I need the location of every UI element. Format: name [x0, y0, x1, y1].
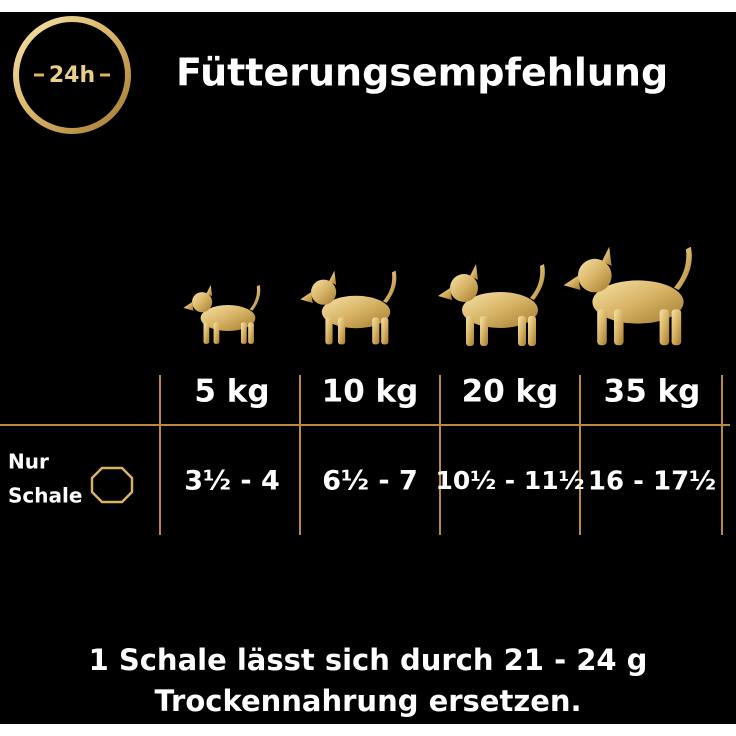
column-header: 20 kg: [462, 374, 559, 410]
column-header: 5 kg: [194, 374, 269, 410]
column-header: 10 kg: [322, 374, 419, 410]
cell: 3½ - 4: [184, 466, 280, 497]
background: [0, 12, 736, 724]
badge-ring: [13, 16, 131, 134]
cell: 6½ - 7: [322, 466, 418, 497]
column-header: 35 kg: [604, 374, 701, 410]
footer-line: 1 Schale lässt sich durch 21 - 24 g: [89, 643, 648, 677]
cell: 16 - 17½: [588, 467, 716, 497]
row-label: Nur: [8, 450, 49, 474]
tray-icon: [90, 466, 134, 504]
footer-line: Trockennahrung ersetzen.: [154, 684, 581, 718]
cell: 10½ - 11½: [435, 466, 584, 495]
table-grid: [0, 375, 730, 535]
row-label: Schale: [8, 484, 82, 508]
title: Fütterungsempfehlung: [176, 51, 668, 95]
badge-text: 24h: [49, 63, 95, 88]
